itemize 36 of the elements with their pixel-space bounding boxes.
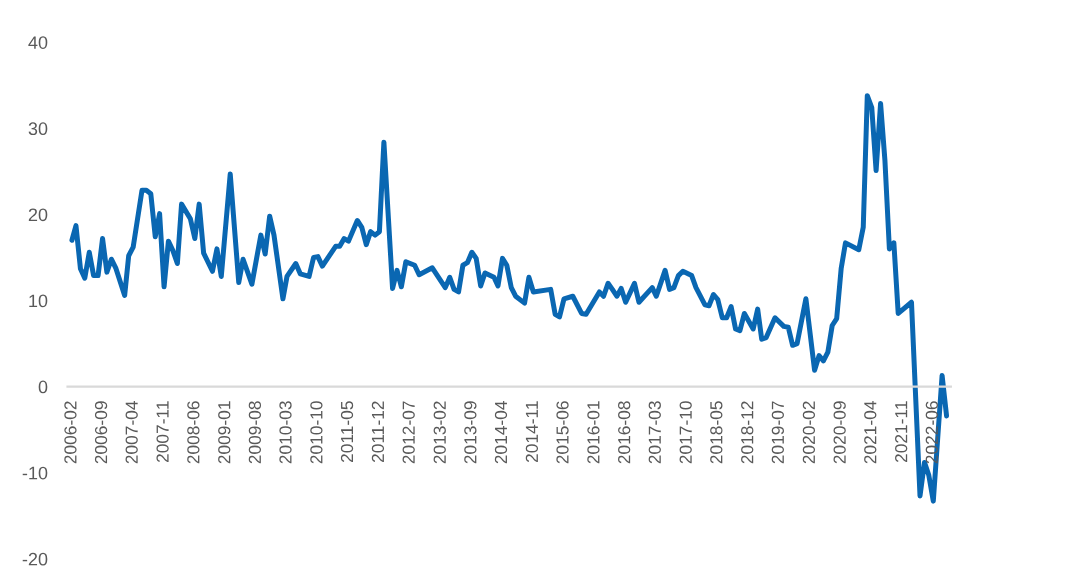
x-tick-label: 2011-05 (340, 401, 354, 463)
x-tick-label: 2014-11 (525, 401, 539, 463)
x-tick-label: 2017-10 (679, 401, 692, 464)
y-tick-label: -20 (22, 552, 48, 566)
x-tick-label: 2012-07 (402, 401, 415, 464)
x-tick-label: 2016-08 (618, 401, 631, 464)
x-tick-label: 2018-05 (710, 401, 723, 464)
y-tick-label: 30 (28, 122, 48, 136)
x-tick-label: 2018-12 (741, 401, 754, 464)
x-tick-label: 2021-11 (895, 401, 908, 463)
x-tick-label: 2009-08 (248, 401, 262, 464)
x-tick-label: 2017-03 (648, 401, 661, 464)
y-tick-label: -10 (22, 466, 48, 480)
x-tick-label: 2015-06 (556, 401, 569, 464)
x-tick-label: 2009-01 (218, 401, 231, 464)
x-tick-label: 2010-03 (279, 401, 292, 464)
x-tick-label: 2020-09 (833, 401, 846, 464)
x-tick-label: 2014-04 (494, 401, 508, 464)
y-tick-label: 0 (38, 380, 48, 394)
x-tick-label: 2006-09 (94, 401, 108, 464)
x-tick-label: 2007-04 (125, 401, 138, 464)
x-tick-label: 2016-01 (587, 401, 600, 464)
x-tick-label: 2013-02 (433, 401, 446, 464)
x-tick-label: 2021-04 (864, 401, 877, 464)
y-tick-label: 20 (28, 208, 48, 222)
x-tick-label: 2008-06 (187, 401, 200, 464)
x-tick-label: 2013-09 (464, 401, 477, 464)
y-tick-label: 40 (28, 36, 48, 49)
x-tick-label: 2007-11 (156, 401, 169, 463)
y-tick-label: 10 (29, 294, 48, 308)
x-tick-label: 2019-07 (771, 401, 784, 464)
x-tick-label: 2006-02 (64, 401, 77, 464)
x-tick-label: 2022-06 (925, 401, 938, 464)
x-tick-label: 2011-12 (371, 401, 385, 463)
x-tick-label: 2010-10 (310, 401, 323, 464)
x-tick-label: 2020-02 (802, 401, 816, 464)
